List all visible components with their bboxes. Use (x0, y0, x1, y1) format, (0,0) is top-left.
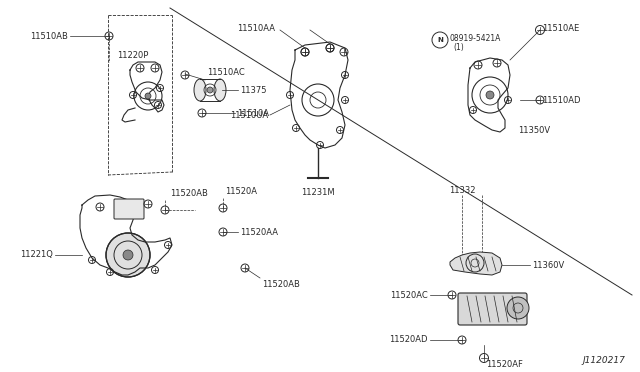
Text: 11360V: 11360V (532, 260, 564, 269)
Polygon shape (450, 252, 502, 275)
Text: 11520AC: 11520AC (390, 291, 428, 299)
Text: 11350V: 11350V (518, 125, 550, 135)
Text: 11520AD: 11520AD (390, 336, 428, 344)
Text: 11520AB: 11520AB (170, 189, 208, 198)
Circle shape (106, 233, 150, 277)
Text: 11510AE: 11510AE (542, 23, 579, 32)
Ellipse shape (194, 79, 206, 101)
Circle shape (507, 297, 529, 319)
Text: 11520AF: 11520AF (486, 360, 523, 369)
Circle shape (145, 93, 151, 99)
Text: (1): (1) (453, 42, 464, 51)
Text: 11520AB: 11520AB (262, 280, 300, 289)
Text: 11510UA: 11510UA (230, 110, 268, 119)
Text: 11510AB: 11510AB (30, 32, 68, 41)
Text: 11510AA: 11510AA (237, 23, 275, 32)
FancyBboxPatch shape (114, 199, 144, 219)
Circle shape (207, 87, 213, 93)
Text: 11520A: 11520A (225, 187, 257, 196)
Text: 11332: 11332 (449, 186, 476, 195)
Text: 11510A: 11510A (237, 109, 269, 118)
Text: 11520AA: 11520AA (240, 228, 278, 237)
Circle shape (123, 250, 133, 260)
Ellipse shape (214, 79, 226, 101)
Text: 11375: 11375 (240, 86, 266, 94)
Text: 11220P: 11220P (117, 51, 148, 60)
Text: 11510AC: 11510AC (207, 67, 244, 77)
Circle shape (486, 91, 494, 99)
Text: 11510AD: 11510AD (542, 96, 580, 105)
FancyBboxPatch shape (458, 293, 527, 325)
Text: 11231M: 11231M (301, 188, 335, 197)
Text: N: N (437, 37, 443, 43)
Text: J1120217: J1120217 (582, 356, 625, 365)
Text: 11221Q: 11221Q (20, 250, 53, 260)
Text: 08919-5421A: 08919-5421A (450, 33, 501, 42)
